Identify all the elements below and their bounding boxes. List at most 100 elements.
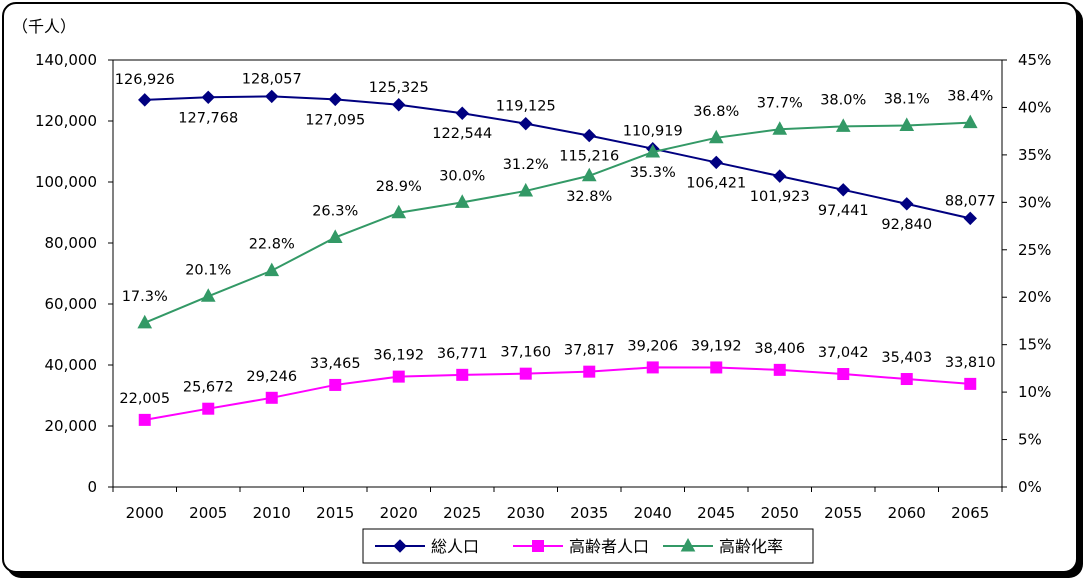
right-axis-tick-label: 45% [1018,51,1051,69]
data-point-1-12 [900,373,913,386]
x-axis-tick-label: 2050 [761,504,799,522]
legend-label-1: 高齢者人口 [569,537,649,556]
series-line-0 [144,95,971,220]
data-point-0-12 [900,197,914,211]
data-point-2-9 [708,129,724,144]
right-axis-tick-label: 25% [1018,241,1051,259]
data-label-2-4: 28.9% [376,179,422,195]
right-axis-tick-label: 10% [1018,383,1051,401]
data-label-1-10: 38,406 [754,341,805,357]
x-axis-tick-label: 2000 [126,504,164,522]
x-axis-tick-label: 2060 [888,504,926,522]
data-point-1-7 [583,365,596,378]
x-axis-tick-label: 2020 [380,504,418,522]
data-label-0-1: 127,768 [178,110,238,126]
data-point-1-13 [964,377,977,390]
legend-marker-1 [532,540,544,552]
series-lines [137,89,978,426]
data-point-0-7 [582,128,596,143]
data-point-1-6 [519,367,532,380]
data-point-1-2 [265,391,278,404]
data-point-0-3 [328,92,342,107]
data-label-0-6: 119,125 [496,99,556,115]
right-axis-tick-label: 0% [1018,478,1042,496]
left-axis-tick-label: 60,000 [45,295,98,313]
legend-marker-2 [680,537,696,552]
data-label-1-11: 37,042 [818,345,869,361]
data-point-2-1 [200,288,216,302]
right-axis-tick-label: 30% [1018,193,1051,211]
data-label-2-6: 31.2% [503,157,549,173]
data-point-0-13 [963,211,977,226]
data-label-1-3: 33,465 [310,356,361,372]
x-axis-tick-label: 2035 [570,504,608,522]
y-axis-unit-label: （千人） [12,17,76,36]
data-label-1-2: 29,246 [246,369,297,385]
data-label-2-3: 26.3% [312,203,358,219]
data-label-0-5: 122,544 [432,126,492,142]
x-axis-tick-label: 2065 [951,504,989,522]
data-label-2-12: 38.1% [884,91,930,107]
left-axis-tick-label: 0 [87,478,97,496]
x-axis-tick-label: 2005 [189,504,227,522]
x-axis-tick-label: 2015 [316,504,354,522]
data-point-2-0 [137,314,153,329]
data-point-0-11 [836,183,850,197]
data-point-2-12 [899,117,915,131]
legend-box [362,528,814,564]
right-axis-tick-label: 35% [1018,146,1051,164]
data-label-1-5: 36,771 [437,346,488,362]
data-point-1-4 [392,370,405,383]
data-point-0-4 [392,98,406,112]
data-point-1-9 [710,361,723,374]
legend-marker-0 [393,539,407,553]
x-axis-tick-label: 2055 [824,504,862,522]
data-label-2-8: 35.3% [630,165,676,181]
data-point-1-5 [456,368,469,381]
data-point-0-2 [265,89,279,104]
x-axis-tick-label: 2010 [253,504,291,522]
right-axis-tick-label: 40% [1018,98,1051,116]
data-label-1-8: 39,206 [627,338,678,354]
data-point-2-11 [835,118,851,132]
data-point-2-8 [645,143,661,158]
data-label-2-2: 22.8% [249,237,295,253]
left-axis-tick-label: 120,000 [35,112,97,130]
data-label-2-9: 36.8% [693,104,739,120]
data-label-2-11: 38.0% [820,92,866,108]
plot-area [112,59,1003,488]
data-label-2-7: 32.8% [566,189,612,205]
left-axis-tick-label: 140,000 [35,51,97,69]
data-point-1-10 [773,363,786,376]
data-point-2-10 [772,121,788,135]
right-axis-tick-label: 5% [1018,431,1042,449]
data-point-0-1 [201,90,215,105]
data-label-2-1: 20.1% [185,262,231,278]
data-label-1-0: 22,005 [119,391,170,407]
legend-label-0: 総人口 [431,537,479,556]
data-label-2-0: 17.3% [122,289,168,305]
data-point-0-0 [138,93,152,107]
data-label-0-8: 110,919 [623,124,683,140]
series-line-2 [144,121,971,324]
x-axis-tick-label: 2040 [634,504,672,522]
data-point-1-8 [646,361,659,374]
left-axis-tick-label: 80,000 [45,234,98,252]
data-point-1-0 [138,413,151,426]
data-label-0-11: 97,441 [818,203,869,219]
data-point-2-6 [518,182,534,197]
data-label-2-13: 38.4% [947,89,993,105]
data-point-2-2 [264,262,280,277]
data-label-0-3: 127,095 [305,112,365,128]
left-axis-tick-label: 40,000 [45,356,98,374]
data-point-0-9 [709,155,723,170]
right-axis-tick-label: 20% [1018,288,1051,306]
axes: 0 20,000 40,000 60,000 80,000 100,000 120,000 1… [35,51,1051,522]
data-point-1-3 [329,378,342,391]
chart-frame [2,2,1078,573]
data-point-2-3 [327,229,343,243]
data-label-0-2: 128,057 [242,71,302,87]
x-axis-tick-label: 2045 [697,504,735,522]
